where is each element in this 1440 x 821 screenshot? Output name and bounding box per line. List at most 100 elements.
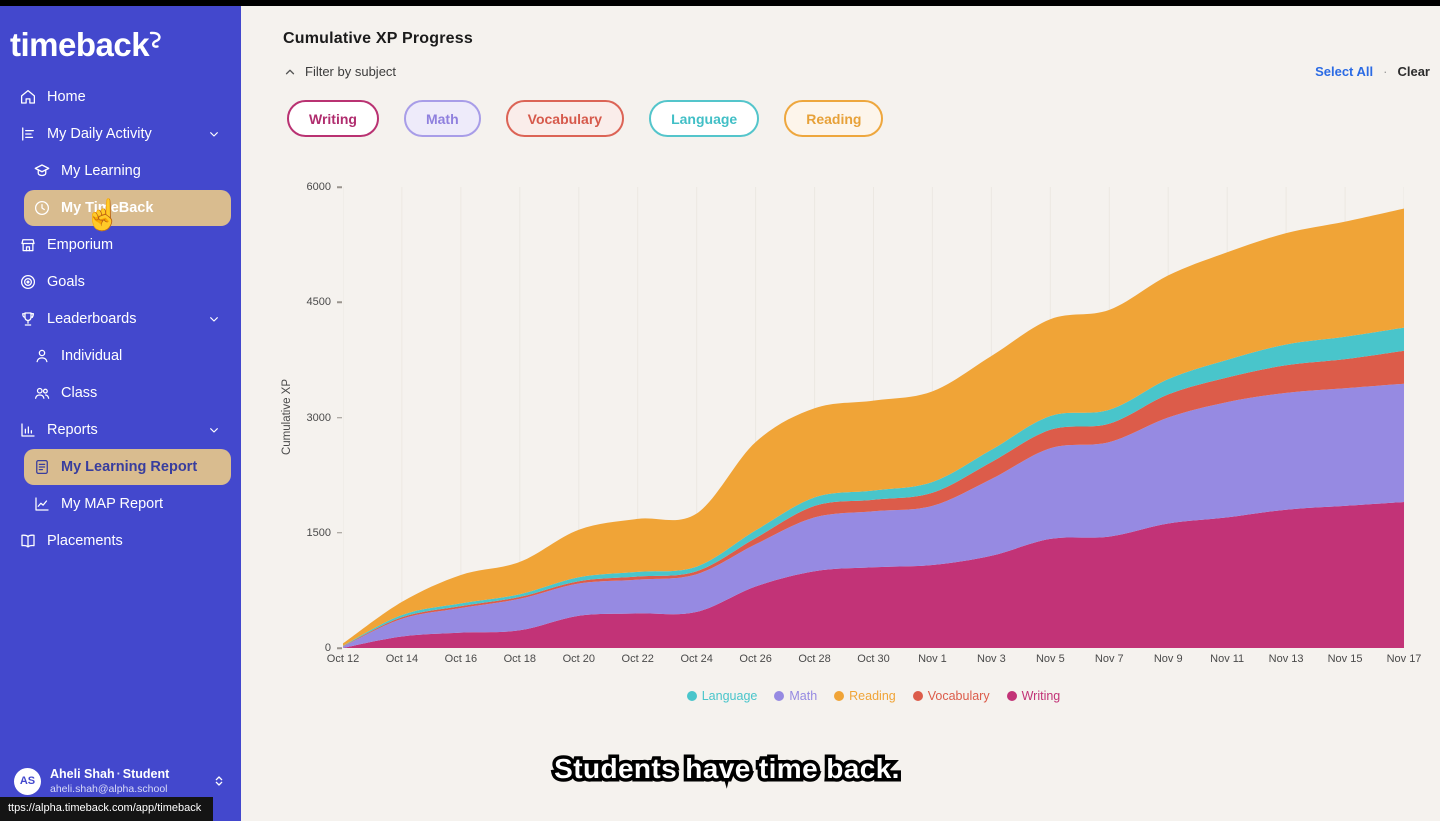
sidebar-item-label: Placements — [47, 533, 123, 549]
xp-area-chart — [342, 187, 1405, 648]
target-icon — [20, 274, 36, 290]
x-tick-label: Nov 9 — [1153, 653, 1183, 665]
learning-icon — [34, 164, 50, 177]
legend-item-math: Math — [774, 689, 817, 703]
x-tick-label: Oct 28 — [798, 653, 831, 665]
top-black-bar — [0, 0, 1440, 6]
sidebar-item-my-learning[interactable]: My Learning — [24, 153, 231, 189]
app-logo[interactable]: timeback — [0, 0, 241, 78]
sidebar-item-label: Reports — [47, 422, 98, 438]
sidebar-item-reports[interactable]: Reports — [10, 412, 231, 448]
user-meta: Aheli Shah · Student aheli.shah@alpha.scho… — [50, 767, 169, 795]
x-tick-label: Nov 5 — [1035, 653, 1065, 665]
sidebar-item-my-learning-report[interactable]: My Learning Report — [24, 449, 231, 485]
user-role: Student — [122, 767, 170, 781]
x-tick-label: Nov 15 — [1327, 653, 1363, 665]
sidebar: timeback Home My Daily Activity My Learnin… — [0, 0, 241, 821]
sidebar-item-home[interactable]: Home — [10, 79, 231, 115]
chevron-updown-icon[interactable] — [211, 773, 227, 789]
x-tick-label: Nov 7 — [1094, 653, 1124, 665]
sidebar-item-my-map-report[interactable]: My MAP Report — [24, 486, 231, 522]
user-name: Aheli Shah · Student — [50, 767, 169, 781]
person-icon — [36, 349, 48, 363]
y-tick-label: 0 — [324, 642, 331, 654]
legend-label: Vocabulary — [927, 689, 990, 703]
sidebar-item-leaderboards[interactable]: Leaderboards — [10, 301, 231, 337]
separator-dot: · — [1383, 64, 1388, 79]
activity-icon — [22, 127, 34, 141]
y-tick-mark — [337, 416, 342, 419]
legend-item-vocabulary: Vocabulary — [912, 689, 990, 703]
x-tick-label: Oct 26 — [739, 653, 772, 665]
x-tick-label: Nov 17 — [1386, 653, 1422, 665]
chevron-down-icon — [210, 317, 218, 322]
filter-label: Filter by subject — [305, 64, 397, 79]
filter-chip-writing[interactable]: Writing — [287, 100, 379, 137]
legend-dot — [912, 691, 923, 701]
user-menu[interactable]: AS Aheli Shah · Student aheli.shah@alpha.s… — [0, 767, 241, 795]
y-tick-label: 1500 — [306, 526, 331, 539]
avatar: AS — [14, 767, 41, 795]
sidebar-item-label: Goals — [47, 274, 85, 290]
clear-link[interactable]: Clear — [1397, 64, 1430, 79]
sidebar-item-label: Emporium — [47, 237, 114, 253]
filter-chip-math[interactable]: Math — [403, 100, 481, 137]
people-icon — [34, 387, 50, 399]
app-logo-text: timeback — [10, 26, 150, 63]
x-tick-label: Oct 14 — [385, 653, 419, 665]
sidebar-item-label: My Learning — [61, 163, 141, 179]
area-series-language — [343, 327, 1404, 647]
legend-label: Language — [701, 689, 758, 703]
legend-label: Math — [789, 689, 818, 703]
x-tick-label: Oct 22 — [621, 653, 654, 665]
legend-dot — [834, 691, 845, 701]
trophy-icon — [22, 312, 34, 326]
legend-dot — [774, 691, 785, 701]
x-tick-label: Nov 13 — [1268, 653, 1304, 665]
sidebar-item-label: My TimeBack — [61, 200, 154, 216]
user-email: aheli.shah@alpha.school — [50, 783, 168, 795]
filter-chip-vocabulary[interactable]: Vocabulary — [505, 100, 625, 137]
sidebar-item-my-timeback[interactable]: My TimeBack — [24, 190, 231, 226]
sidebar-item-my-daily-activity[interactable]: My Daily Activity — [10, 116, 231, 152]
sidebar-item-emporium[interactable]: Emporium — [10, 227, 231, 263]
book-icon — [21, 534, 35, 548]
filter-chip-reading[interactable]: Reading — [784, 100, 884, 137]
sidebar-item-label: My MAP Report — [61, 496, 164, 512]
doc-icon — [36, 459, 48, 475]
legend-label: Writing — [1021, 689, 1061, 703]
chevron-down-icon — [210, 428, 218, 433]
subtitle-caption: Students have time back. — [551, 750, 903, 788]
x-tick-label: Nov 3 — [977, 653, 1006, 665]
sidebar-item-goals[interactable]: Goals — [10, 264, 231, 300]
user-full-name: Aheli Shah — [50, 767, 115, 781]
legend-dot — [1006, 691, 1017, 701]
sidebar-item-class[interactable]: Class — [24, 375, 231, 411]
y-tick-mark — [337, 301, 342, 304]
area-series-vocabulary — [343, 350, 1404, 647]
clock-icon — [34, 200, 50, 216]
legend-item-language: Language — [686, 689, 758, 703]
sidebar-item-individual[interactable]: Individual — [24, 338, 231, 374]
home-icon — [20, 89, 36, 104]
chevron-up-icon — [285, 69, 295, 74]
sidebar-item-placements[interactable]: Placements — [10, 523, 231, 559]
main-content: Cumulative XP Progress Filter by subject… — [241, 0, 1440, 821]
filter-by-subject-toggle[interactable]: Filter by subject — [283, 64, 396, 79]
y-tick-label: 4500 — [306, 296, 331, 309]
x-tick-label: Oct 30 — [857, 653, 890, 665]
sidebar-item-label: Home — [47, 89, 86, 105]
sidebar-item-label: Leaderboards — [47, 311, 137, 327]
x-tick-label: Oct 20 — [562, 653, 595, 665]
filter-chip-language[interactable]: Language — [649, 100, 760, 137]
x-tick-label: Oct 12 — [326, 653, 360, 665]
x-tick-label: Nov 11 — [1210, 653, 1245, 665]
storefront-icon — [21, 239, 35, 252]
y-tick-mark — [337, 532, 342, 534]
y-tick-label: 3000 — [306, 411, 331, 424]
select-all-link[interactable]: Select All — [1315, 64, 1374, 79]
x-tick-label: Nov 1 — [918, 653, 947, 665]
x-axis-labels: Oct 12 Oct 14 Oct 16 Oct 18 Oct 20 Oct 22 Oct … — [327, 653, 1422, 667]
x-tick-label: Oct 18 — [503, 653, 537, 665]
